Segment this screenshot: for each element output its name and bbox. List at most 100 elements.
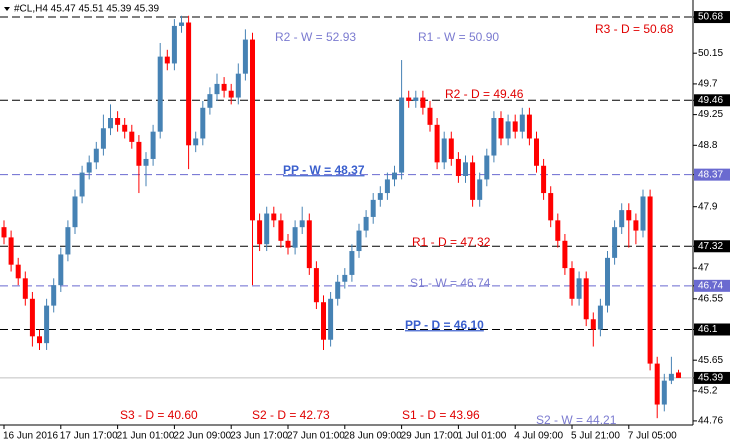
candle-body — [633, 220, 639, 231]
candle-body — [612, 227, 618, 258]
candle-body — [399, 97, 405, 173]
candle-body — [455, 158, 461, 177]
level-annotation: PP - D = 46.10 — [405, 318, 484, 332]
y-tick-label: 46.1 — [698, 324, 718, 335]
candle-body — [548, 193, 554, 221]
candle-body — [370, 199, 376, 217]
candle-body — [65, 227, 71, 255]
candle-body — [384, 179, 390, 194]
candle-body — [356, 230, 362, 252]
candle-body — [576, 278, 582, 299]
candle-body — [143, 158, 149, 166]
candle-body — [335, 281, 341, 299]
candle-body — [590, 319, 596, 330]
candle-body — [306, 220, 312, 269]
candle-body — [676, 372, 681, 378]
candle-body — [79, 172, 85, 197]
y-tick-label: 49.25 — [698, 109, 723, 120]
candle-body — [221, 83, 227, 91]
candle-body — [37, 336, 42, 344]
y-tick-label: 48.37 — [698, 169, 723, 180]
candle-body — [150, 131, 156, 159]
candle-body — [406, 97, 412, 101]
candle-body — [477, 179, 483, 200]
candle-body — [86, 162, 92, 173]
x-tick-label: 1 Jul 01:00 — [457, 431, 506, 442]
candle-body — [526, 114, 532, 139]
x-tick-label: 17 Jun 17:00 — [60, 431, 118, 442]
candle-body — [299, 220, 305, 228]
chart-title: #CL,H4 45.47 45.51 45.39 45.39 — [14, 4, 160, 15]
y-tick-label: 50.15 — [698, 48, 723, 59]
candle-body — [1, 227, 7, 238]
level-annotation: S1 - D = 43.96 — [402, 408, 480, 422]
candle-body — [434, 124, 440, 163]
candle-body — [463, 162, 468, 177]
candle-body — [193, 138, 199, 146]
x-tick-label: 22 Jun 09:00 — [173, 431, 231, 442]
x-tick-label: 4 Jul 09:00 — [514, 431, 563, 442]
candle-body — [29, 298, 35, 337]
y-tick-box — [694, 94, 730, 107]
candle-body — [470, 162, 476, 200]
candle-body — [278, 220, 284, 241]
candle-body — [271, 213, 277, 221]
y-tick-label: 49.7 — [698, 79, 718, 90]
candle-body — [328, 298, 334, 340]
candle-body — [519, 114, 525, 132]
candle-body — [512, 121, 518, 132]
candle-body — [555, 220, 561, 241]
y-tick-label: 44.76 — [698, 416, 723, 427]
candle-body — [392, 172, 397, 180]
y-tick-label: 45.2 — [698, 386, 718, 397]
candle-body — [441, 138, 447, 163]
x-tick-label: 28 Jun 09:00 — [344, 431, 402, 442]
x-tick-label: 21 Jun 01:00 — [117, 431, 175, 442]
y-tick-label: 48.8 — [698, 140, 718, 151]
y-tick-label: 45.65 — [698, 355, 723, 366]
level-annotation: R1 - W = 50.90 — [418, 30, 499, 44]
candle-body — [597, 305, 603, 330]
level-annotation: R1 - D = 47.32 — [412, 235, 491, 249]
candle-body — [292, 227, 298, 248]
candle-body — [164, 56, 170, 64]
candle-body — [257, 220, 263, 245]
candle-body — [448, 138, 454, 159]
candle-body — [569, 268, 575, 299]
x-tick-label: 7 Jul 05:00 — [628, 431, 677, 442]
candle-body — [93, 148, 99, 163]
y-tick-label: 46.74 — [698, 280, 723, 291]
candle-body — [583, 278, 589, 320]
y-tick-box — [694, 371, 730, 384]
candle-body — [8, 237, 14, 265]
candle-body — [235, 73, 241, 98]
x-tick-label: 16 Jun 2016 — [3, 431, 58, 442]
candle-body — [22, 278, 28, 299]
candle-body — [136, 141, 142, 166]
candle-body — [100, 128, 106, 149]
candle-body — [541, 165, 547, 194]
candle-body — [534, 138, 539, 166]
candle-body — [207, 94, 213, 108]
candle-body — [498, 118, 504, 139]
candle-body — [654, 363, 660, 405]
y-tick-label: 50.68 — [698, 12, 723, 23]
x-tick-label: 29 Jun 17:00 — [401, 431, 459, 442]
candle-body — [214, 83, 220, 95]
candle-body — [129, 131, 135, 142]
candle-body — [15, 264, 21, 279]
header-arrow — [4, 7, 10, 11]
candle-body — [115, 118, 121, 125]
candle-body — [363, 216, 369, 231]
candle-body — [640, 196, 646, 231]
y-tick-label: 49.46 — [698, 95, 723, 106]
candle-body — [228, 90, 234, 98]
candle-body — [321, 302, 326, 340]
level-annotation: R3 - D = 50.68 — [595, 22, 674, 36]
candle-body — [51, 285, 57, 306]
candle-body — [605, 257, 610, 306]
level-annotation: S1 - W = 46.74 — [410, 276, 491, 290]
candle-body — [44, 305, 50, 344]
x-tick-label: 27 Jun 01:00 — [287, 431, 345, 442]
